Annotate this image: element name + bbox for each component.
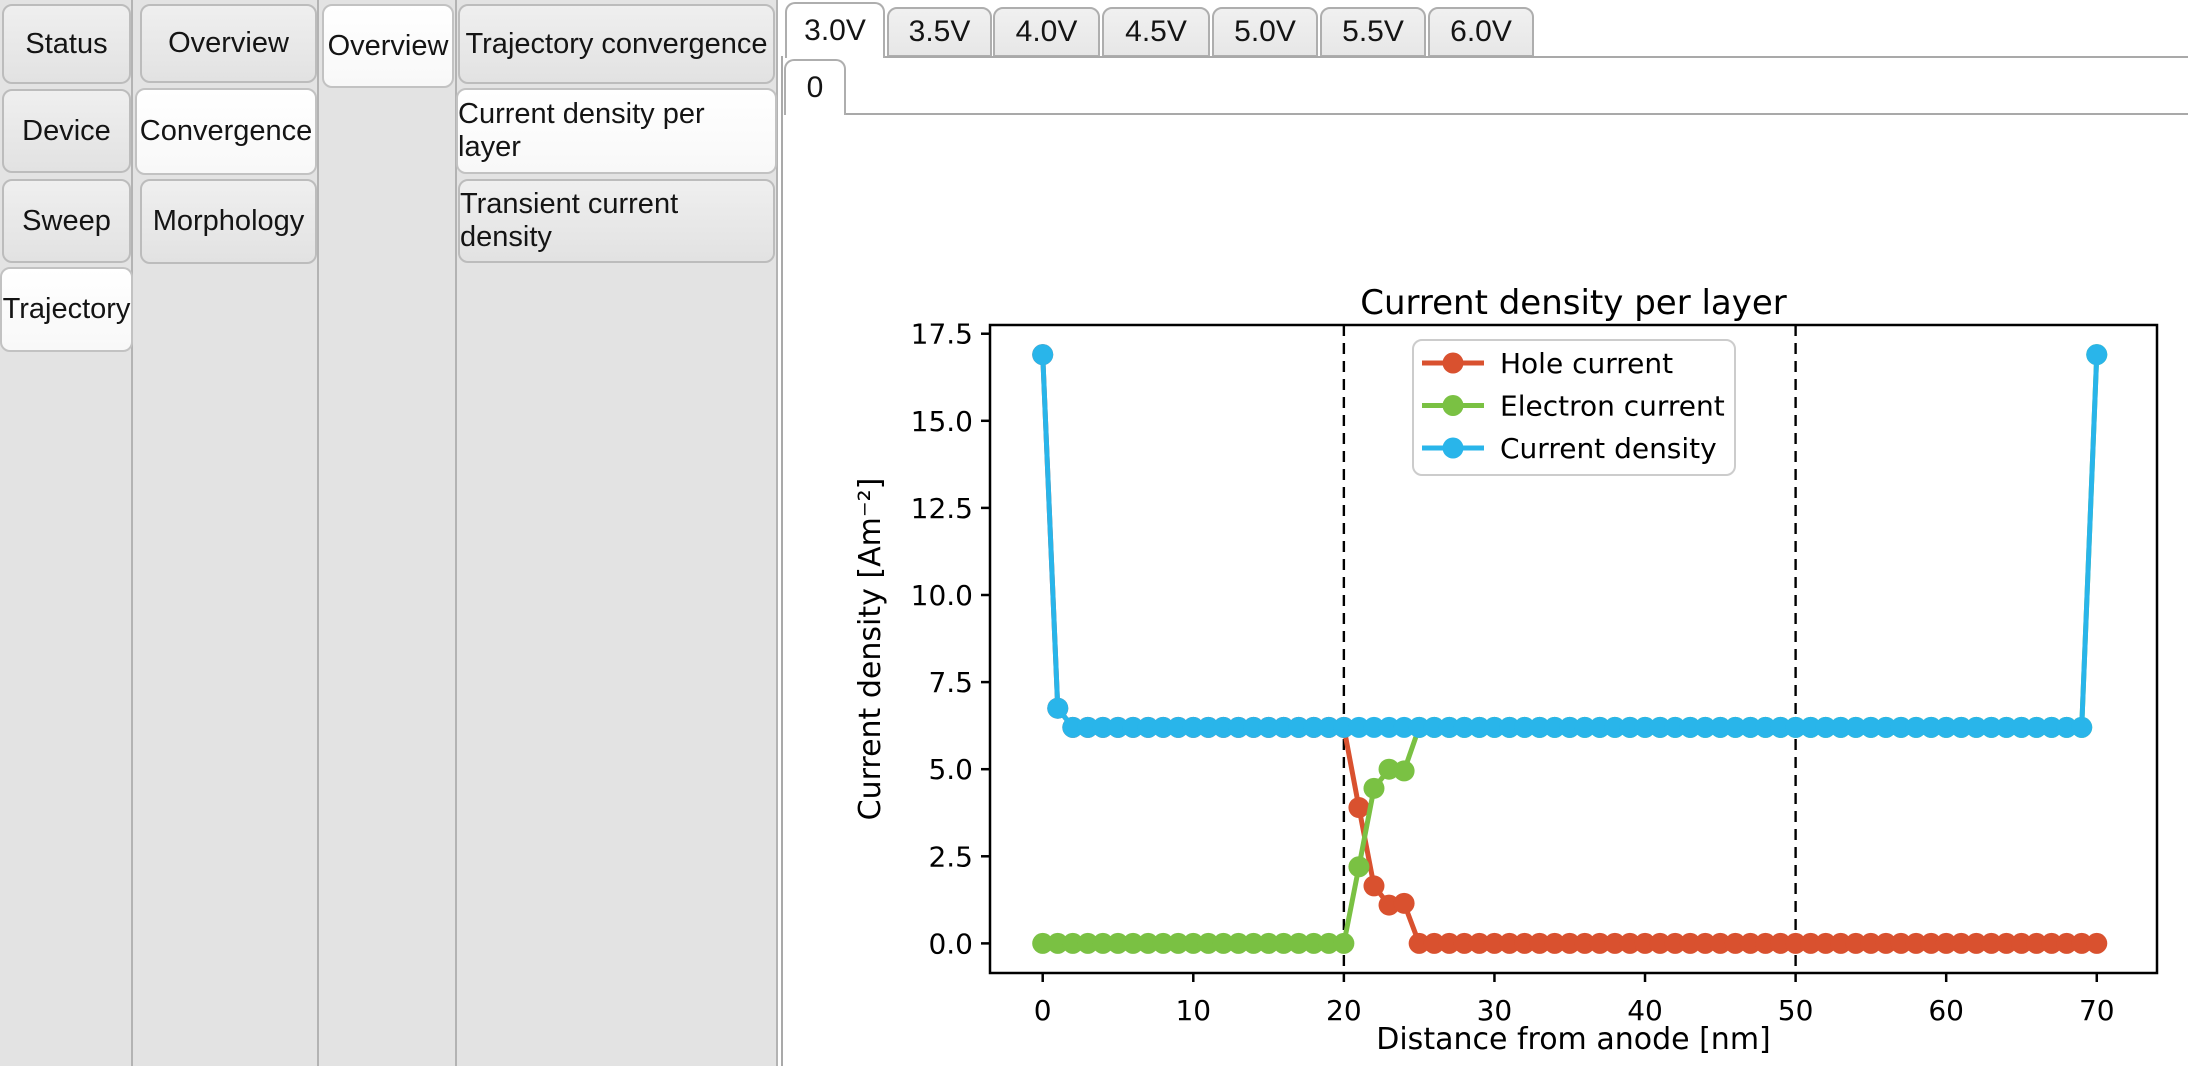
tab-label: Transient current density: [460, 188, 679, 253]
tab-label: 5.0V: [1234, 15, 1296, 48]
svg-text:50: 50: [1778, 994, 1814, 1027]
tab-label: Sweep: [22, 204, 111, 237]
tab-label: 6.0V: [1450, 15, 1512, 48]
voltage-tab-4-5v[interactable]: 4.5V: [1102, 7, 1210, 57]
voltage-tab-5-0v[interactable]: 5.0V: [1212, 7, 1318, 57]
tab-current-density-per-layer[interactable]: Current density per layer: [456, 88, 777, 174]
svg-text:12.5: 12.5: [911, 492, 973, 525]
tab-label: 3.5V: [908, 15, 971, 48]
voltage-tab-3-0v[interactable]: 3.0V: [785, 2, 885, 58]
svg-text:Current density [Am⁻²]: Current density [Am⁻²]: [853, 478, 888, 821]
tab-label: Morphology: [152, 205, 305, 237]
svg-text:Distance from anode [nm]: Distance from anode [nm]: [1376, 1022, 1771, 1057]
iteration-tab-0[interactable]: 0: [784, 59, 846, 115]
tab-overview-l3[interactable]: Overview: [322, 4, 454, 88]
tab-label: 4.5V: [1125, 15, 1187, 48]
tab-label: 0: [806, 71, 824, 104]
subtab-pane-border-top: [846, 113, 2188, 115]
tab-label: Convergence: [139, 115, 313, 147]
svg-text:2.5: 2.5: [928, 840, 973, 873]
svg-text:15.0: 15.0: [911, 405, 973, 438]
tab-convergence[interactable]: Convergence: [135, 88, 317, 175]
svg-text:70: 70: [2079, 994, 2115, 1027]
svg-text:Current density: Current density: [1500, 432, 1717, 465]
svg-text:20: 20: [1326, 994, 1362, 1027]
svg-text:60: 60: [1928, 994, 1964, 1027]
tab-transient-current-density[interactable]: Transient current density: [458, 179, 775, 263]
tab-pane-border-left: [781, 56, 783, 1066]
tab-label: Overview: [168, 27, 289, 59]
tab-pane-border-top: [885, 56, 2188, 58]
tab-label: Trajectory: [2, 293, 131, 325]
tab-trajectory-convergence[interactable]: Trajectory convergence: [458, 4, 775, 84]
voltage-tab-6-0v[interactable]: 6.0V: [1428, 7, 1534, 57]
svg-text:7.5: 7.5: [928, 666, 973, 699]
svg-text:30: 30: [1477, 994, 1513, 1027]
nav-column-3: [319, 0, 457, 1066]
svg-text:Hole current: Hole current: [1500, 347, 1673, 380]
tab-status[interactable]: Status: [2, 4, 131, 84]
svg-text:17.5: 17.5: [911, 318, 973, 351]
svg-text:0.0: 0.0: [928, 927, 973, 960]
nav-column-4: [457, 0, 778, 1066]
tab-label: 4.0V: [1015, 15, 1078, 48]
svg-text:0: 0: [1034, 994, 1052, 1027]
tab-label: Status: [25, 27, 108, 60]
tab-label: Trajectory convergence: [465, 27, 768, 60]
tab-device[interactable]: Device: [2, 89, 131, 173]
chart-canvas: 0 10 20 30 40 50 60 70 0.0 2.5 5.0 7.5 10.0 12.5 15.0 1…: [783, 116, 2188, 1066]
svg-text:Electron current: Electron current: [1500, 390, 1725, 423]
tab-label: 5.5V: [1342, 15, 1404, 48]
svg-text:Current density per layer: Current density per layer: [1360, 283, 1787, 323]
tab-sweep[interactable]: Sweep: [2, 179, 131, 263]
tab-label: Device: [22, 114, 111, 147]
tab-trajectory[interactable]: Trajectory: [0, 267, 133, 352]
tab-label: Current density per layer: [458, 98, 705, 163]
voltage-tab-4-0v[interactable]: 4.0V: [993, 7, 1100, 57]
svg-text:5.0: 5.0: [928, 753, 973, 786]
voltage-tab-5-5v[interactable]: 5.5V: [1320, 7, 1426, 57]
nav-column-1: [0, 0, 133, 1066]
tab-overview-l2[interactable]: Overview: [140, 4, 317, 83]
tab-label: 3.0V: [804, 14, 866, 47]
nav-column-2: [133, 0, 319, 1066]
tab-label: Overview: [327, 29, 449, 62]
tab-morphology[interactable]: Morphology: [140, 179, 317, 264]
voltage-tab-3-5v[interactable]: 3.5V: [887, 7, 992, 57]
svg-text:10.0: 10.0: [911, 579, 973, 612]
svg-text:10: 10: [1175, 994, 1211, 1027]
svg-text:40: 40: [1627, 994, 1663, 1027]
current-density-chart: 0 10 20 30 40 50 60 70 0.0 2.5 5.0 7.5 10.0 12.5 15.0 1…: [853, 283, 2159, 1057]
